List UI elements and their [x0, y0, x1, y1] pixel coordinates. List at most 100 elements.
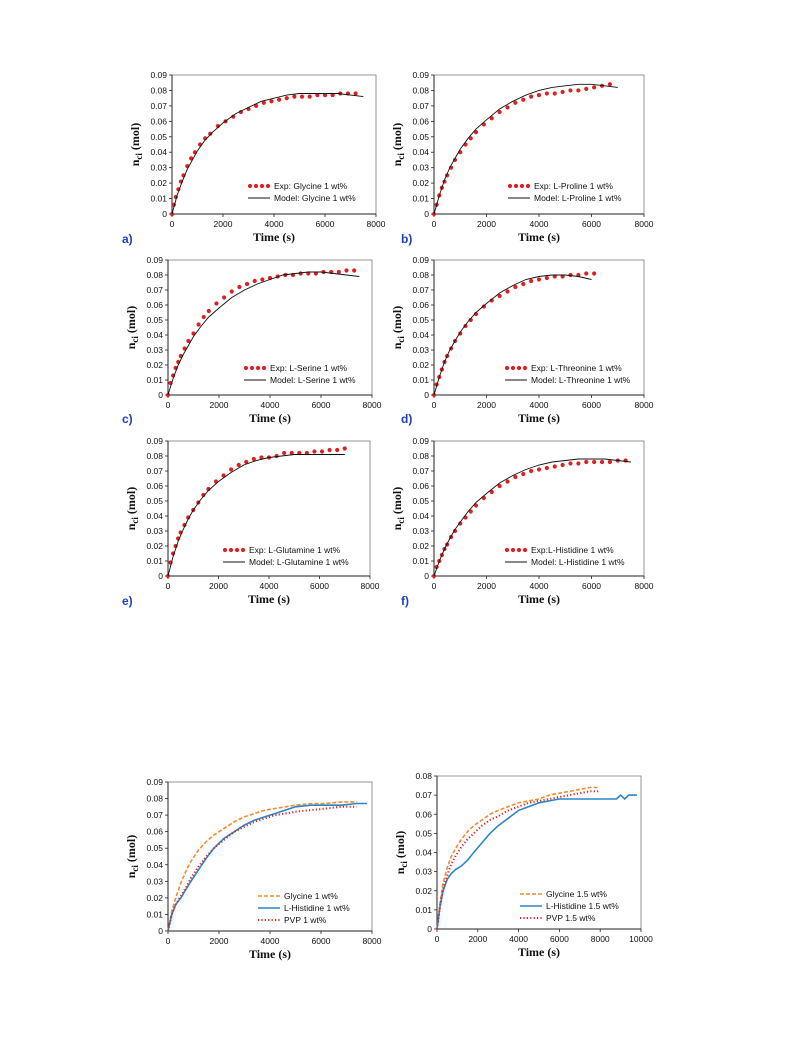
data-point [473, 311, 479, 317]
data-point [222, 295, 227, 300]
legend-swatch [259, 183, 265, 189]
y-tick-label: 0.07 [146, 466, 163, 476]
y-tick-label: 0.04 [146, 511, 163, 521]
legend-item: L-Histidine 1 wt% [258, 903, 350, 913]
chart-panel-4: 0 0.01 0.02 0.03 0.04 0.05 0.06 0.07 0.08 0.09 0 20… [390, 255, 654, 426]
chart-panel-1: 0 0.01 0.02 0.03 0.04 0.05 0.06 0.07 0.08 0.09 0 20… [122, 70, 386, 246]
data-point [536, 277, 542, 282]
y-tick-label: 0.01 [146, 375, 163, 385]
legend-swatch [504, 547, 510, 553]
x-tick-label: 6000 [310, 581, 329, 591]
data-point [489, 116, 494, 121]
data-point [319, 449, 325, 454]
x-tick-label: 0 [432, 219, 437, 229]
y-tick-label: 0.02 [146, 893, 163, 903]
legend-swatch [504, 365, 510, 371]
y-tick-label: 0.09 [412, 70, 429, 80]
x-tick-label: 6000 [582, 581, 601, 591]
y-tick-label: 0.03 [146, 345, 163, 355]
y-tick-label: 0.08 [412, 85, 429, 95]
y-tick-label: 0.02 [412, 178, 429, 188]
y-tick-label: 0.02 [150, 178, 167, 188]
y-tick-label: 0.01 [146, 556, 163, 566]
x-tick-label: 4000 [261, 400, 280, 410]
data-point [282, 450, 287, 456]
x-tick-label: 2000 [210, 936, 229, 946]
series-3 [436, 790, 599, 930]
legend-label: PVP 1 wt% [284, 915, 327, 925]
data-point [584, 271, 589, 276]
x-tick-label: 8000 [363, 400, 382, 410]
data-point [552, 91, 557, 96]
series-line [167, 801, 357, 932]
y-tick-label: 0.06 [146, 300, 163, 310]
data-point [473, 130, 479, 135]
y-tick-label: 0.06 [146, 827, 163, 837]
series-1 [436, 786, 599, 930]
legend-swatch [253, 183, 259, 189]
data-point [214, 301, 219, 306]
data-point [244, 281, 250, 287]
data-point [201, 492, 206, 498]
y-tick-label: 0.09 [146, 436, 163, 446]
legend-item: PVP 1.5 wt% [520, 913, 596, 923]
legend-swatch [243, 365, 249, 371]
legend: Exp:L-Histidine 1 wt% Model: L-Histidine … [504, 545, 625, 567]
legend-label: L-Histidine 1.5 wt% [546, 901, 619, 911]
data-point [560, 462, 565, 468]
x-tick-label: 0 [166, 936, 171, 946]
y-tick-label: 0.02 [415, 886, 432, 896]
y-tick-label: 0.04 [415, 848, 432, 858]
data-point [607, 459, 612, 465]
legend-item: L-Histidine 1.5 wt% [520, 901, 619, 911]
data-point [458, 521, 463, 526]
data-point [335, 447, 340, 453]
series-line [167, 271, 360, 396]
data-point [592, 271, 597, 276]
y-tick-label: 0.06 [146, 481, 163, 491]
y-tick-label: 0.07 [412, 466, 429, 476]
data-point [489, 489, 494, 495]
legend-swatch [510, 365, 516, 371]
series-1 [169, 91, 358, 217]
x-tick-label: 8000 [363, 936, 382, 946]
legend-item: Model: L-Proline 1 wt% [508, 193, 622, 203]
y-tick-label: 0.01 [415, 905, 432, 915]
legend-swatch [247, 183, 253, 189]
y-tick-label: 0.01 [412, 194, 429, 204]
data-point [576, 88, 581, 93]
legend-item: PVP 1 wt% [258, 915, 327, 925]
y-tick-label: 0 [424, 209, 429, 219]
x-axis-label: Time (s) [518, 945, 560, 959]
data-point [544, 275, 549, 281]
x-axis-label: Time (s) [248, 592, 290, 606]
y-tick-label: 0.05 [150, 132, 167, 142]
data-point [505, 105, 510, 110]
y-axis-label: nci (mol) [393, 831, 409, 875]
legend-swatch [519, 183, 525, 189]
chart-panel-5: 0 0.01 0.02 0.03 0.04 0.05 0.06 0.07 0.08 0.09 0 20… [122, 436, 380, 608]
y-tick-label: 0.07 [150, 101, 167, 111]
y-tick-label: 0.01 [412, 375, 429, 385]
data-point [254, 103, 259, 108]
y-tick-label: 0.05 [146, 496, 163, 506]
y-tick-label: 0.04 [146, 860, 163, 870]
y-tick-label: 0.03 [146, 876, 163, 886]
y-axis-label: nci (mol) [390, 306, 406, 350]
x-tick-label: 4000 [509, 934, 528, 944]
x-tick-label: 0 [435, 934, 440, 944]
panel-label: a) [122, 232, 133, 246]
panel-label: d) [401, 412, 412, 426]
y-tick-label: 0.01 [150, 194, 167, 204]
x-tick-label: 2000 [210, 400, 229, 410]
y-tick-label: 0.08 [412, 451, 429, 461]
legend-item: Exp:L-Histidine 1 wt% [504, 545, 614, 555]
data-point [186, 338, 191, 344]
y-tick-label: 0.02 [146, 541, 163, 551]
series-line [167, 454, 345, 577]
data-point [244, 459, 249, 465]
plot-frame [167, 440, 371, 577]
legend: Exp: L-Proline 1 wt% Model: L-Proline 1 w… [507, 181, 622, 203]
y-tick-label: 0.02 [146, 360, 163, 370]
y-tick-label: 0.08 [146, 794, 163, 804]
